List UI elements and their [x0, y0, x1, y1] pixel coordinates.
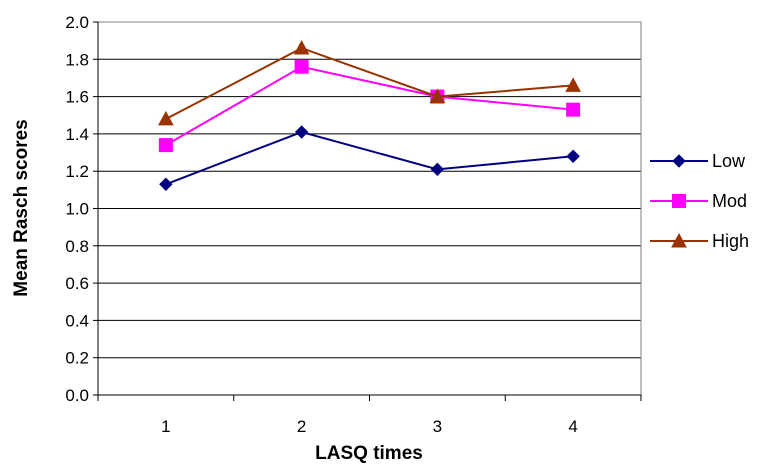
diamond-marker [566, 149, 580, 163]
y-tick-label: 2.0 [65, 13, 89, 32]
square-marker [294, 59, 309, 74]
y-tick-label: 0.0 [65, 386, 89, 405]
x-tick-label: 4 [568, 417, 577, 436]
legend-item-low: Low [650, 151, 746, 171]
diamond-marker [294, 125, 309, 139]
gridlines [98, 58, 641, 359]
series-line [165, 47, 574, 120]
y-tick-label: 0.2 [65, 349, 89, 368]
y-tick-label: 0.4 [65, 311, 89, 330]
x-tick-label: 3 [433, 417, 442, 436]
y-tick-label: 1.6 [65, 88, 89, 107]
y-tick-label: 0.8 [65, 237, 89, 256]
series-line [165, 130, 574, 186]
series-mod [158, 59, 581, 153]
triangle-marker [158, 110, 174, 126]
series [158, 40, 581, 191]
y-tick-label: 1.2 [65, 162, 89, 181]
series-line [165, 65, 574, 146]
triangle-marker [671, 232, 687, 248]
legend: Low Mod High [650, 151, 749, 251]
legend-label: Low [712, 151, 746, 171]
square-marker [672, 194, 686, 208]
diamond-marker [430, 162, 445, 177]
triangle-marker [293, 40, 310, 55]
legend-label: High [712, 231, 749, 251]
y-tick-label: 1.4 [65, 125, 89, 144]
y-axis-title: Mean Rasch scores [11, 119, 32, 296]
series-high [158, 40, 581, 126]
series-low [159, 125, 580, 191]
x-tick-label: 1 [161, 417, 170, 436]
triangle-marker [429, 88, 446, 104]
y-tick-label: 0.6 [65, 274, 89, 293]
x-tick-label: 2 [297, 417, 306, 436]
legend-item-mod: Mod [650, 191, 747, 211]
square-marker [566, 102, 581, 117]
triangle-marker [565, 77, 581, 92]
diamond-marker [159, 177, 173, 191]
y-tick-label: 1.0 [65, 200, 89, 219]
axes: 0.0 0.2 0.4 0.6 0.8 1.0 1.2 1.4 1.6 1.8 2.0 1 2 3 4 [65, 13, 642, 436]
square-marker [158, 138, 173, 153]
legend-label: Mod [712, 191, 747, 211]
y-tick-label: 1.8 [65, 50, 89, 69]
diamond-marker [672, 154, 686, 168]
legend-item-high: High [650, 231, 749, 251]
x-axis-title: LASQ times [315, 443, 423, 464]
